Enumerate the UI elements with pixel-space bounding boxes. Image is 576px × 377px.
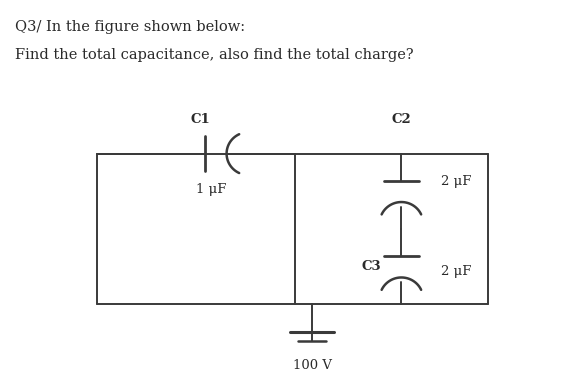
Text: 2 μF: 2 μF bbox=[441, 175, 471, 188]
Text: 100 V: 100 V bbox=[293, 359, 332, 372]
Text: C3: C3 bbox=[362, 260, 381, 273]
Text: C2: C2 bbox=[392, 113, 411, 126]
Text: 2 μF: 2 μF bbox=[441, 265, 471, 278]
Text: C1: C1 bbox=[191, 113, 211, 126]
Text: Q3/ In the figure shown below:: Q3/ In the figure shown below: bbox=[14, 20, 245, 34]
Text: Find the total capacitance, also find the total charge?: Find the total capacitance, also find th… bbox=[14, 48, 414, 61]
Text: 1 μF: 1 μF bbox=[196, 183, 226, 196]
